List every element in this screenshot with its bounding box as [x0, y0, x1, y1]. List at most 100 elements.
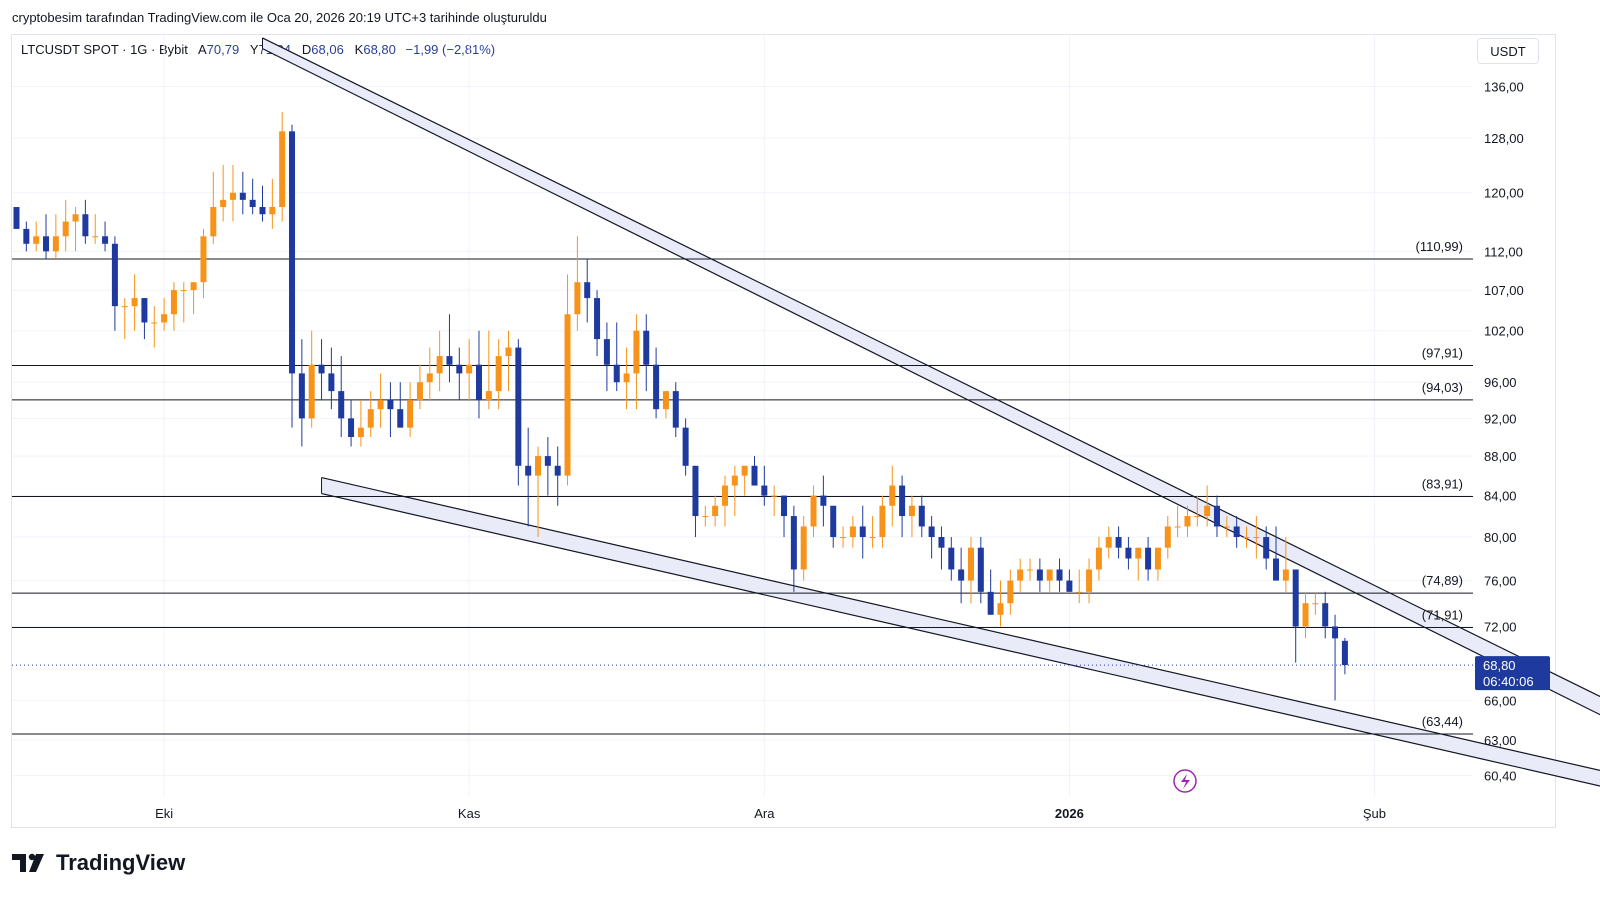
candle-up — [377, 400, 384, 410]
candle-down — [23, 228, 30, 244]
chart-frame[interactable] — [11, 34, 1556, 828]
candle-down — [1322, 603, 1329, 627]
open-value: 70,79 — [206, 42, 240, 57]
candle-up — [151, 322, 158, 324]
tradingview-logo[interactable]: TradingView — [12, 850, 185, 876]
candle-down — [859, 526, 866, 538]
candle-up — [1312, 603, 1319, 605]
candle-down — [259, 207, 266, 215]
candle-down — [249, 199, 256, 208]
candle-down — [387, 400, 394, 410]
candle-up — [574, 282, 581, 315]
candle-down — [82, 214, 89, 237]
candle-down — [1332, 626, 1339, 639]
alert-icon[interactable] — [1173, 769, 1197, 793]
candle-down — [318, 364, 325, 374]
candle-up — [1086, 569, 1093, 592]
candle-up — [131, 298, 138, 307]
candle-up — [741, 465, 748, 476]
level-label: (83,91) — [1422, 477, 1463, 492]
candle-up — [200, 236, 207, 283]
candle-up — [1027, 569, 1034, 571]
level-label: (94,03) — [1422, 380, 1463, 395]
candle-down — [830, 505, 837, 538]
candle-down — [397, 409, 404, 428]
candle-down — [899, 485, 906, 517]
candle-up — [535, 456, 542, 476]
last-price-label: 68,80 — [1483, 658, 1516, 673]
candle-down — [102, 236, 109, 244]
y-tick-label: 66,00 — [1484, 693, 1517, 708]
candle-down — [790, 516, 797, 570]
candle-down — [1292, 569, 1299, 627]
candle-down — [1125, 547, 1132, 559]
lower-wedge-band-fill — [321, 477, 1600, 786]
candle-down — [328, 373, 335, 392]
currency-button[interactable]: USDT — [1477, 38, 1539, 64]
price-axis[interactable]: 136,00 128,00 120,00 112,00 107,00 102,00 96,0… — [1484, 79, 1524, 783]
y-tick-label: 80,00 — [1484, 530, 1517, 545]
candle-down — [1263, 537, 1270, 559]
candle-down — [298, 373, 305, 419]
grid — [12, 35, 1473, 797]
level-label: (110,99) — [1416, 239, 1463, 254]
symbol-name[interactable]: LTCUSDT SPOT · 1G · Bybit — [21, 42, 188, 57]
candle-up — [1154, 547, 1161, 570]
candle-down — [338, 391, 345, 419]
candle-up — [1105, 537, 1112, 548]
candle-down — [348, 418, 355, 438]
x-tick-label: Kas — [458, 806, 481, 821]
candle-up — [308, 364, 315, 419]
candle-up — [33, 236, 40, 244]
candle-down — [289, 131, 296, 374]
candle-up — [220, 199, 227, 208]
candle-up — [161, 314, 168, 323]
low-value: 68,06 — [311, 42, 344, 57]
candle-up — [967, 547, 974, 581]
candle-up — [869, 537, 876, 539]
candle-down — [987, 591, 994, 615]
candle-up — [52, 236, 59, 252]
candle-up — [800, 526, 807, 570]
candle-down — [1341, 640, 1348, 666]
candle-down — [948, 547, 955, 570]
candle-down — [544, 456, 551, 466]
candle-up — [269, 207, 276, 215]
level-label: (97,91) — [1422, 345, 1463, 360]
candle-up — [495, 356, 502, 392]
candle-up — [1135, 547, 1142, 559]
candle-up — [840, 537, 847, 539]
y-tick-label: 96,00 — [1484, 375, 1517, 390]
candle-up — [62, 221, 69, 237]
candle-up — [623, 373, 630, 383]
candle-up — [908, 505, 915, 517]
change-value: −1,99 (−2,81%) — [405, 42, 496, 57]
last-price-countdown: 06:40:06 — [1483, 674, 1534, 689]
candles — [13, 111, 1348, 701]
candle-down — [643, 330, 650, 365]
candle-up — [1184, 516, 1191, 527]
candle-up — [721, 485, 728, 506]
candle-up — [1243, 537, 1250, 539]
y-tick-label: 112,00 — [1484, 244, 1523, 259]
close-label: K — [354, 42, 364, 57]
candle-up — [357, 427, 364, 438]
level-label: (71,91) — [1422, 608, 1463, 623]
candle-down — [682, 427, 689, 466]
candle-up — [1282, 569, 1289, 581]
time-axis[interactable]: Eki Kas Ara 2026 Şub — [155, 806, 1386, 821]
candle-down — [554, 465, 561, 476]
candle-down — [141, 298, 148, 323]
candle-up — [997, 603, 1004, 615]
candle-up — [1095, 547, 1102, 570]
candle-up — [1223, 526, 1230, 528]
x-tick-label: 2026 — [1055, 806, 1084, 821]
candle-down — [977, 547, 984, 592]
y-tick-label: 136,00 — [1484, 79, 1524, 94]
candle-up — [1046, 569, 1053, 581]
candle-up — [1007, 580, 1014, 604]
candle-up — [633, 330, 640, 374]
candle-down — [1056, 569, 1063, 581]
x-tick-label: Şub — [1363, 806, 1386, 821]
